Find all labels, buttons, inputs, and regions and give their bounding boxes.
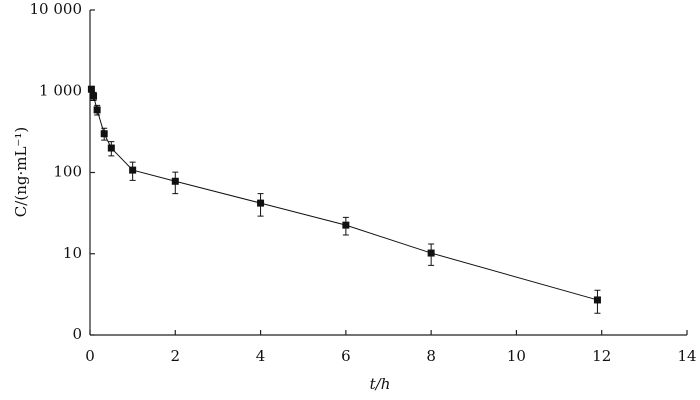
y-tick-label: 10 000 xyxy=(30,0,83,18)
x-tick-label: 6 xyxy=(341,347,351,365)
x-tick-label: 0 xyxy=(85,347,95,365)
x-tick-label: 4 xyxy=(256,347,266,365)
data-point xyxy=(93,106,101,114)
y-tick-label: 100 xyxy=(53,163,82,181)
data-point xyxy=(87,85,95,93)
x-tick-label: 8 xyxy=(426,347,436,365)
data-point xyxy=(257,199,265,207)
data-point xyxy=(100,130,108,138)
data-point xyxy=(593,296,601,304)
data-line xyxy=(90,89,598,301)
data-point xyxy=(90,92,98,100)
data-point xyxy=(107,144,115,152)
x-tick-label: 12 xyxy=(592,347,611,365)
y-axis-label: C/(ng·mL⁻¹) xyxy=(12,127,30,217)
data-point xyxy=(342,221,350,229)
data-point xyxy=(171,177,179,185)
y-tick-label: 0 xyxy=(72,325,82,343)
y-tick-label: 1 000 xyxy=(39,81,82,99)
x-tick-label: 14 xyxy=(677,347,696,365)
data-point xyxy=(129,166,137,174)
data-point xyxy=(427,249,435,257)
x-tick-label: 2 xyxy=(171,347,181,365)
x-tick-label: 10 xyxy=(507,347,526,365)
y-tick-label: 10 xyxy=(63,244,82,262)
x-axis-label: t/h xyxy=(370,375,391,393)
